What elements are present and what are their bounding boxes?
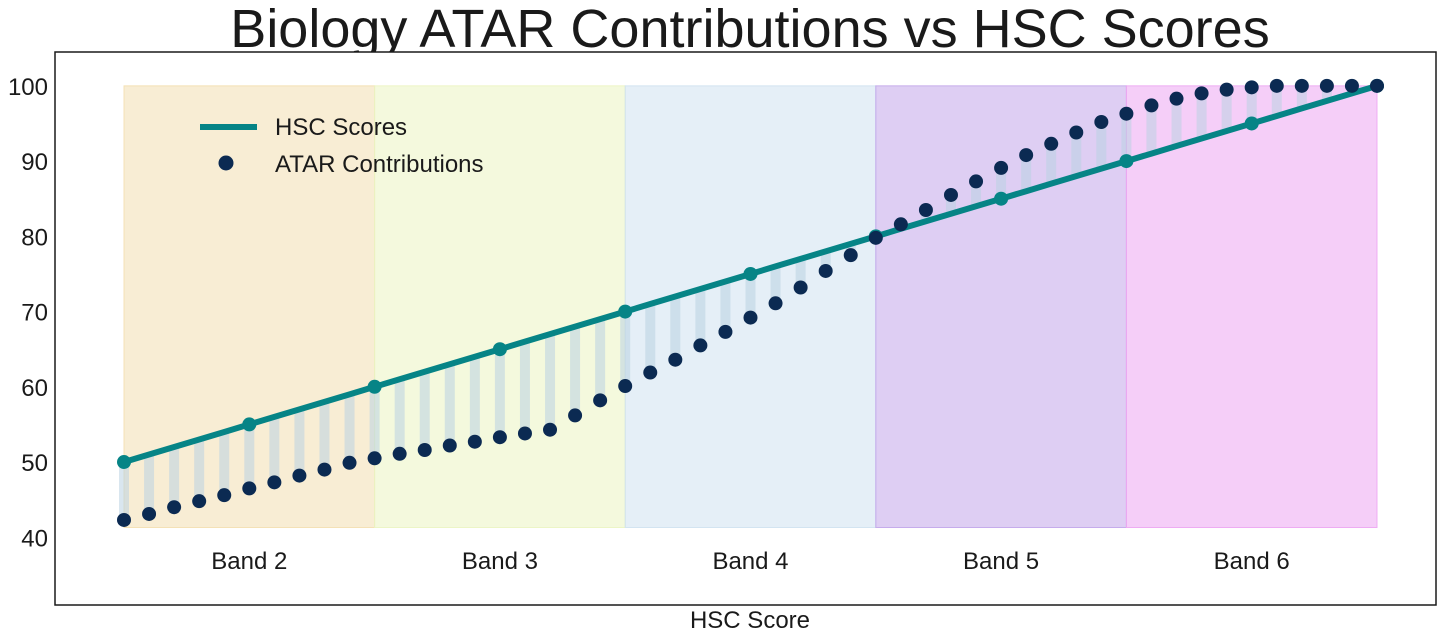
atar-contribution-point (417, 443, 432, 458)
atar-contribution-point (543, 422, 558, 437)
atar-contribution-point (1370, 78, 1384, 93)
atar-contribution-point (392, 446, 407, 461)
atar-contribution-point (1019, 148, 1034, 163)
atar-contribution-point (142, 506, 157, 521)
atar-contribution-point (1044, 136, 1059, 151)
atar-contribution-point (1119, 106, 1134, 121)
atar-contribution-point (1094, 114, 1109, 129)
atar-contribution-point (1194, 86, 1209, 101)
atar-contribution-point (317, 462, 332, 477)
atar-contribution-point (267, 475, 282, 490)
hsc-score-point (1244, 116, 1259, 131)
band-label: Band 6 (1214, 548, 1290, 575)
hsc-score-point (1119, 154, 1134, 169)
hsc-score-point (242, 417, 257, 432)
band-label: Band 3 (462, 548, 538, 575)
y-tick-label: 70 (21, 300, 48, 327)
atar-contribution-point (994, 160, 1009, 175)
legend: HSC Scores ATAR Contributions (200, 114, 484, 178)
atar-contribution-point (1069, 125, 1084, 140)
atar-series (117, 78, 1384, 527)
atar-contribution-point (893, 217, 908, 232)
x-axis-label: HSC Score (690, 607, 810, 634)
atar-contribution-point (793, 280, 808, 295)
y-tick-label: 40 (21, 525, 48, 552)
band-labels: Band 2 Band 3 Band 4 Band 5 Band 6 (211, 548, 1289, 575)
atar-contribution-point (868, 230, 883, 245)
atar-contribution-point (1169, 91, 1184, 106)
hsc-score-point (618, 304, 633, 319)
atar-contribution-point (568, 408, 583, 423)
atar-contribution-point (367, 451, 382, 466)
legend-atar-contributions: ATAR Contributions (275, 151, 484, 178)
band-regions (123, 85, 1378, 529)
atar-contribution-point (618, 379, 633, 394)
atar-contribution-point (943, 187, 958, 202)
atar-contribution-point (117, 512, 131, 527)
hsc-score-point (492, 342, 507, 357)
y-tick-label: 80 (21, 224, 48, 251)
atar-contribution-point (1319, 78, 1334, 93)
band-region-3 (374, 85, 626, 529)
band-label: Band 2 (211, 548, 287, 575)
band-label: Band 4 (712, 548, 788, 575)
atar-contribution-point (818, 263, 833, 278)
atar-contribution-point (467, 434, 482, 449)
atar-contribution-point (217, 488, 232, 503)
atar-contribution-point (342, 455, 357, 470)
atar-contribution-point (768, 296, 783, 311)
chart-title: Biology ATAR Contributions vs HSC Scores (230, 0, 1269, 59)
y-axis: 40 50 60 70 80 90 100 (8, 74, 48, 552)
band-region-5 (875, 85, 1127, 529)
atar-contribution-point (1344, 78, 1359, 93)
hsc-score-point (117, 455, 131, 470)
atar-contribution-point (1244, 80, 1259, 95)
atar-contribution-point (969, 174, 984, 189)
band-label: Band 5 (963, 548, 1039, 575)
hsc-score-point (743, 266, 758, 281)
y-tick-label: 60 (21, 375, 48, 402)
atar-contribution-point (1144, 98, 1159, 113)
atar-contribution-point (442, 438, 457, 453)
atar-contribution-point (1294, 78, 1309, 93)
band-region-6 (1125, 85, 1378, 529)
atar-contribution-point (167, 500, 182, 515)
atar-contribution-point (918, 203, 933, 217)
legend-dot-swatch (218, 155, 234, 171)
connector-lines (119, 85, 1357, 520)
hsc-score-point (367, 379, 382, 394)
hsc-score-point (994, 191, 1009, 206)
atar-contribution-point (743, 310, 758, 325)
y-tick-label: 100 (8, 74, 48, 101)
atar-contribution-point (643, 365, 658, 380)
atar-contribution-point (593, 393, 608, 408)
atar-contribution-point (242, 481, 257, 496)
atar-contribution-point (517, 426, 532, 441)
atar-contribution-point (1269, 78, 1284, 93)
atar-contribution-point (192, 494, 207, 509)
atar-contribution-point (843, 248, 858, 263)
y-tick-label: 90 (21, 149, 48, 176)
atar-contribution-point (492, 430, 507, 445)
atar-contribution-point (718, 324, 733, 339)
atar-contribution-point (1219, 82, 1234, 97)
y-tick-label: 50 (21, 450, 48, 477)
legend-hsc-scores: HSC Scores (275, 114, 407, 141)
atar-contribution-point (693, 338, 708, 353)
atar-contribution-point (292, 468, 307, 483)
atar-contribution-point (668, 352, 683, 367)
